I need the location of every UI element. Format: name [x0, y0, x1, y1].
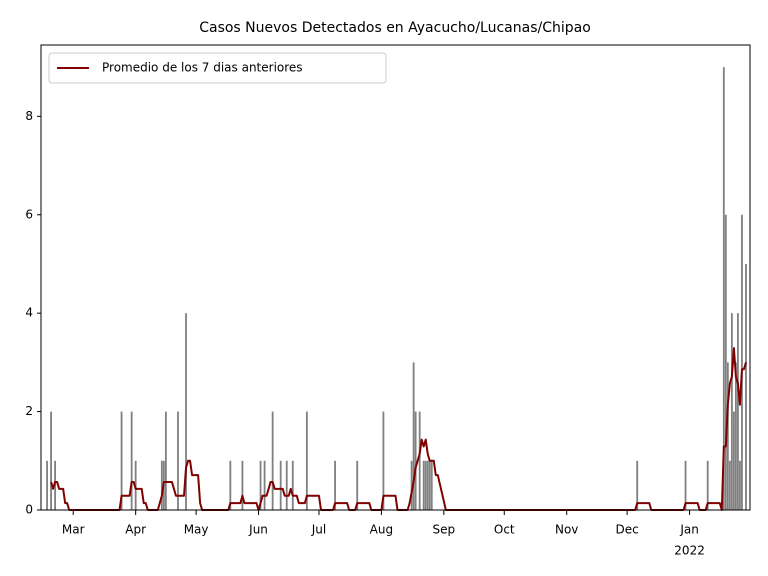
x-tick-label: Dec: [616, 523, 639, 537]
bar: [722, 67, 725, 511]
line: [50, 347, 747, 511]
x-tick-label: May: [184, 523, 209, 537]
x-tick-label: Mar: [62, 523, 85, 537]
bar: [271, 411, 274, 510]
bar: [737, 313, 739, 510]
x-tick-label: Nov: [555, 523, 578, 537]
bar: [706, 460, 709, 510]
legend-label: Promedio de los 7 dias anteriores: [102, 61, 303, 75]
bar: [160, 460, 163, 510]
x-tick-label: Apr: [125, 523, 146, 537]
bar: [730, 313, 733, 510]
plot-frame: [40, 44, 751, 511]
x-year-label: 2022: [674, 544, 705, 558]
bar: [741, 214, 743, 510]
bar: [732, 411, 735, 510]
bar: [50, 411, 52, 510]
x-tick-label: Aug: [370, 523, 393, 537]
bar: [728, 460, 731, 510]
bar: [185, 313, 187, 510]
bar: [263, 460, 266, 510]
x-tick-label: Jan: [679, 523, 699, 537]
bar: [356, 460, 359, 510]
bar: [410, 460, 413, 510]
bar: [305, 411, 308, 510]
bar: [734, 362, 737, 510]
x-tick-label: Oct: [494, 523, 515, 537]
y-tick-label: 2: [25, 404, 33, 418]
bar: [259, 460, 262, 510]
bar: [636, 460, 639, 510]
x-tick-label: Jun: [248, 523, 268, 537]
bar: [412, 362, 415, 510]
legend-box: [48, 52, 387, 84]
y-tick-label: 8: [25, 109, 33, 123]
chart-title: Casos Nuevos Detectados en Ayacucho/Luca…: [199, 20, 591, 36]
bar: [334, 460, 336, 510]
x-tick-label: Sep: [433, 523, 456, 537]
bar: [177, 411, 179, 510]
bar: [241, 460, 244, 510]
bar: [229, 460, 232, 510]
bar: [684, 460, 687, 510]
bar: [46, 460, 48, 510]
bar: [724, 214, 727, 510]
y-tick-label: 0: [25, 503, 33, 517]
bar: [424, 460, 427, 510]
bar: [745, 263, 747, 510]
bar: [422, 460, 425, 510]
bar: [430, 460, 433, 510]
bar: [285, 460, 288, 510]
x-tick-label: Jul: [311, 523, 326, 537]
bar: [426, 460, 429, 510]
bar: [382, 411, 385, 510]
y-tick-label: 6: [25, 207, 33, 221]
bar: [164, 411, 167, 510]
bar: [726, 362, 729, 510]
bar: [291, 460, 294, 510]
bar: [418, 411, 421, 510]
y-tick-label: 4: [25, 306, 33, 320]
bar: [739, 460, 741, 510]
bar: [130, 411, 133, 510]
bar: [279, 460, 282, 510]
bar: [414, 411, 417, 510]
bar: [120, 411, 123, 510]
bar: [428, 460, 431, 510]
